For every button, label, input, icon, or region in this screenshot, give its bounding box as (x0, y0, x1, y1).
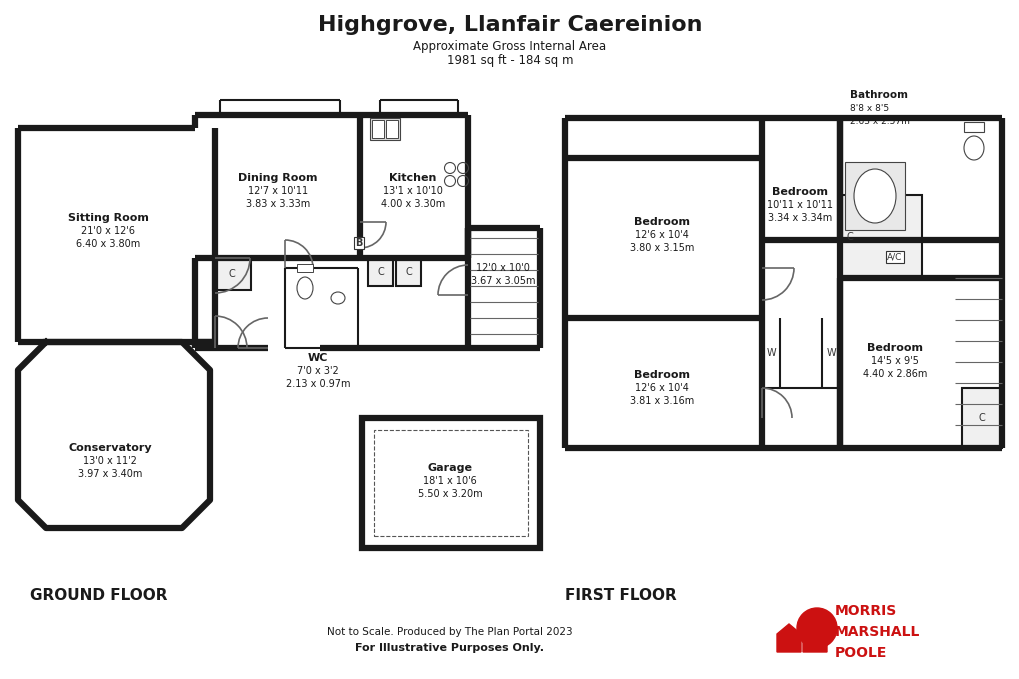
Text: 4.00 x 3.30m: 4.00 x 3.30m (380, 199, 444, 209)
Text: 2.13 x 0.97m: 2.13 x 0.97m (285, 379, 350, 389)
Bar (370, 118, 399, 140)
Text: Dining Room: Dining Room (238, 173, 318, 183)
Polygon shape (776, 624, 800, 652)
Text: 18'1 x 10'6: 18'1 x 10'6 (423, 476, 477, 486)
Text: C: C (846, 232, 853, 242)
Text: Bedroom: Bedroom (771, 187, 827, 197)
Text: C: C (405, 267, 412, 277)
Bar (963, 122, 983, 132)
Text: 3.67 x 3.05m: 3.67 x 3.05m (471, 276, 535, 286)
Ellipse shape (297, 277, 313, 299)
Ellipse shape (963, 136, 983, 160)
Ellipse shape (331, 292, 344, 304)
Text: 12'6 x 10'4: 12'6 x 10'4 (635, 230, 688, 240)
Bar (297, 264, 313, 272)
Text: MORRIS
MARSHALL
POOLE: MORRIS MARSHALL POOLE (835, 604, 919, 659)
Text: Garage: Garage (427, 463, 472, 473)
Bar (840, 195, 921, 278)
Bar (385, 120, 397, 138)
Text: GROUND FLOOR: GROUND FLOOR (30, 587, 167, 602)
Text: Kitchen: Kitchen (389, 173, 436, 183)
Text: 6.40 x 3.80m: 6.40 x 3.80m (75, 239, 140, 249)
Text: FIRST FLOOR: FIRST FLOOR (565, 587, 676, 602)
Text: 13'0 x 11'2: 13'0 x 11'2 (83, 456, 137, 466)
Text: 1981 sq ft - 184 sq m: 1981 sq ft - 184 sq m (446, 54, 573, 67)
Ellipse shape (853, 169, 895, 223)
Text: Bedroom: Bedroom (634, 370, 689, 380)
Bar (374, 430, 528, 536)
Text: Approximate Gross Internal Area: Approximate Gross Internal Area (413, 40, 606, 53)
Text: Bathroom: Bathroom (849, 90, 907, 100)
Text: Bedroom: Bedroom (634, 217, 689, 227)
Text: 3.97 x 3.40m: 3.97 x 3.40m (77, 469, 142, 479)
Text: 14'5 x 9'5: 14'5 x 9'5 (870, 356, 918, 366)
Text: 10'11 x 10'11: 10'11 x 10'11 (766, 200, 833, 210)
Text: 3.83 x 3.33m: 3.83 x 3.33m (246, 199, 310, 209)
Bar (368, 258, 392, 286)
Bar (395, 258, 421, 286)
Text: Sitting Room: Sitting Room (67, 213, 149, 223)
Text: Not to Scale. Produced by The Plan Portal 2023: Not to Scale. Produced by The Plan Porta… (327, 627, 573, 637)
Text: 8'8 x 8'5: 8'8 x 8'5 (849, 103, 889, 113)
Text: 13'1 x 10'10: 13'1 x 10'10 (383, 186, 442, 196)
Text: 12'6 x 10'4: 12'6 x 10'4 (635, 383, 688, 393)
Text: A/C: A/C (887, 253, 902, 261)
Text: B: B (355, 238, 363, 248)
Circle shape (796, 608, 837, 648)
Text: 5.50 x 3.20m: 5.50 x 3.20m (417, 489, 482, 499)
Polygon shape (802, 624, 826, 652)
Text: Conservatory: Conservatory (68, 443, 152, 453)
Text: WC: WC (308, 353, 328, 363)
Text: 4.40 x 2.86m: 4.40 x 2.86m (862, 369, 926, 379)
Text: C: C (377, 267, 383, 277)
Text: 3.34 x 3.34m: 3.34 x 3.34m (767, 213, 832, 223)
Text: 12'7 x 10'11: 12'7 x 10'11 (248, 186, 308, 196)
Bar (844, 162, 904, 230)
Bar (362, 418, 539, 548)
Text: For Illustrative Purposes Only.: For Illustrative Purposes Only. (356, 643, 544, 653)
Text: C: C (977, 413, 984, 423)
Text: 7'0 x 3'2: 7'0 x 3'2 (297, 366, 338, 376)
Bar (372, 120, 383, 138)
Text: 21'0 x 12'6: 21'0 x 12'6 (81, 226, 135, 236)
Text: 2.63 x 2.57m: 2.63 x 2.57m (849, 117, 909, 126)
Bar (213, 258, 251, 290)
Text: Bedroom: Bedroom (866, 343, 922, 353)
Text: 3.80 x 3.15m: 3.80 x 3.15m (629, 243, 694, 253)
Text: 12'0 x 10'0: 12'0 x 10'0 (476, 263, 530, 273)
Text: W: W (825, 348, 835, 358)
Text: Highgrove, Llanfair Caereinion: Highgrove, Llanfair Caereinion (318, 15, 701, 35)
Bar (961, 388, 1001, 448)
Text: C: C (228, 269, 235, 279)
Text: 3.81 x 3.16m: 3.81 x 3.16m (630, 396, 694, 406)
Text: W: W (765, 348, 775, 358)
